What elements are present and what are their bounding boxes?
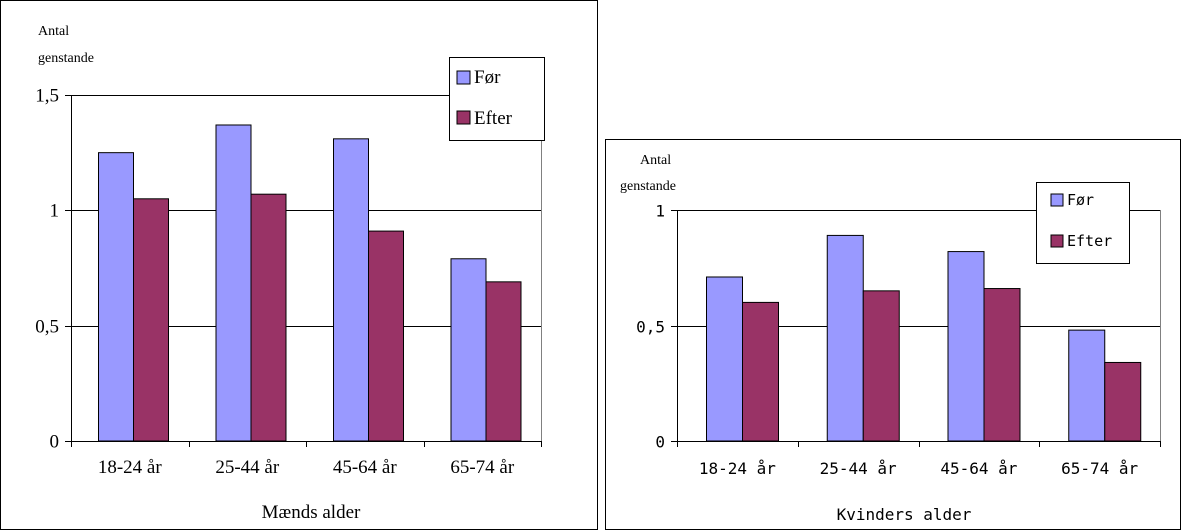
chart-2-ylabel-line1: Antal <box>640 153 671 168</box>
bar-after <box>250 193 287 442</box>
x-tick-label: 65-74 år <box>450 457 515 478</box>
chart-2-ylabel-line2: genstande <box>620 179 676 194</box>
bar-before <box>1068 329 1106 442</box>
x-tick-label: 45-64 år <box>940 459 1017 478</box>
bar-after <box>742 301 779 442</box>
y-tick-label: 1,5 <box>35 86 59 107</box>
bar-before <box>333 138 369 442</box>
y-tick-label: 0 <box>655 433 665 452</box>
y-tick-label: 0 <box>50 432 60 453</box>
bar-after <box>133 198 169 442</box>
chart-1-legend-label-after: Efter <box>474 108 513 129</box>
chart-1-ylabel-line2: genstande <box>38 51 94 66</box>
x-tick-label: 45-64 år <box>333 457 398 478</box>
chart-1-legend-label-before: Før <box>474 67 501 88</box>
chart-2-legend-label-before: Før <box>1067 191 1094 209</box>
chart-1-ylabel-line1: Antal <box>38 24 69 39</box>
bar-before <box>98 152 134 442</box>
bar-after <box>368 230 404 442</box>
chart-1-legend: Før Efter <box>449 57 545 141</box>
bar-before <box>826 234 864 442</box>
chart-2-xlabel: Kvinders alder <box>837 505 972 524</box>
x-tick-label: 65-74 år <box>1061 459 1138 478</box>
chart-2-legend-label-after: Efter <box>1067 232 1112 250</box>
bar-before <box>450 258 487 442</box>
bar-after <box>983 288 1021 442</box>
chart-1-plot: 0 0,5 1 1,5 18-24 år 25-44 år 45-64 år 65-74 år <box>35 86 542 478</box>
y-tick-label: 1 <box>50 201 60 222</box>
x-tick-label: 25-44 år <box>215 457 280 478</box>
chart-2-legend-swatch-after <box>1050 234 1064 248</box>
y-tick-label: 0,5 <box>636 318 665 337</box>
bar-after <box>485 281 522 442</box>
chart-1-legend-swatch-before <box>456 70 471 85</box>
x-tick-label: 25-44 år <box>820 459 897 478</box>
chart-1-xlabel: Mænds alder <box>262 502 361 523</box>
bar-before <box>215 124 252 442</box>
bar-after <box>1104 361 1142 442</box>
y-tick-label: 0,5 <box>35 317 59 338</box>
chart-2-legend-swatch-before <box>1050 193 1064 207</box>
chart-2-legend: Før Efter <box>1036 182 1130 264</box>
bar-before <box>706 276 743 442</box>
y-tick-label: 1 <box>655 202 665 221</box>
bar-before <box>947 251 985 442</box>
chart-1-legend-swatch-after <box>456 110 471 125</box>
x-tick-label: 18-24 år <box>699 459 776 478</box>
x-tick-label: 18-24 år <box>98 457 163 478</box>
bar-after <box>862 290 900 442</box>
